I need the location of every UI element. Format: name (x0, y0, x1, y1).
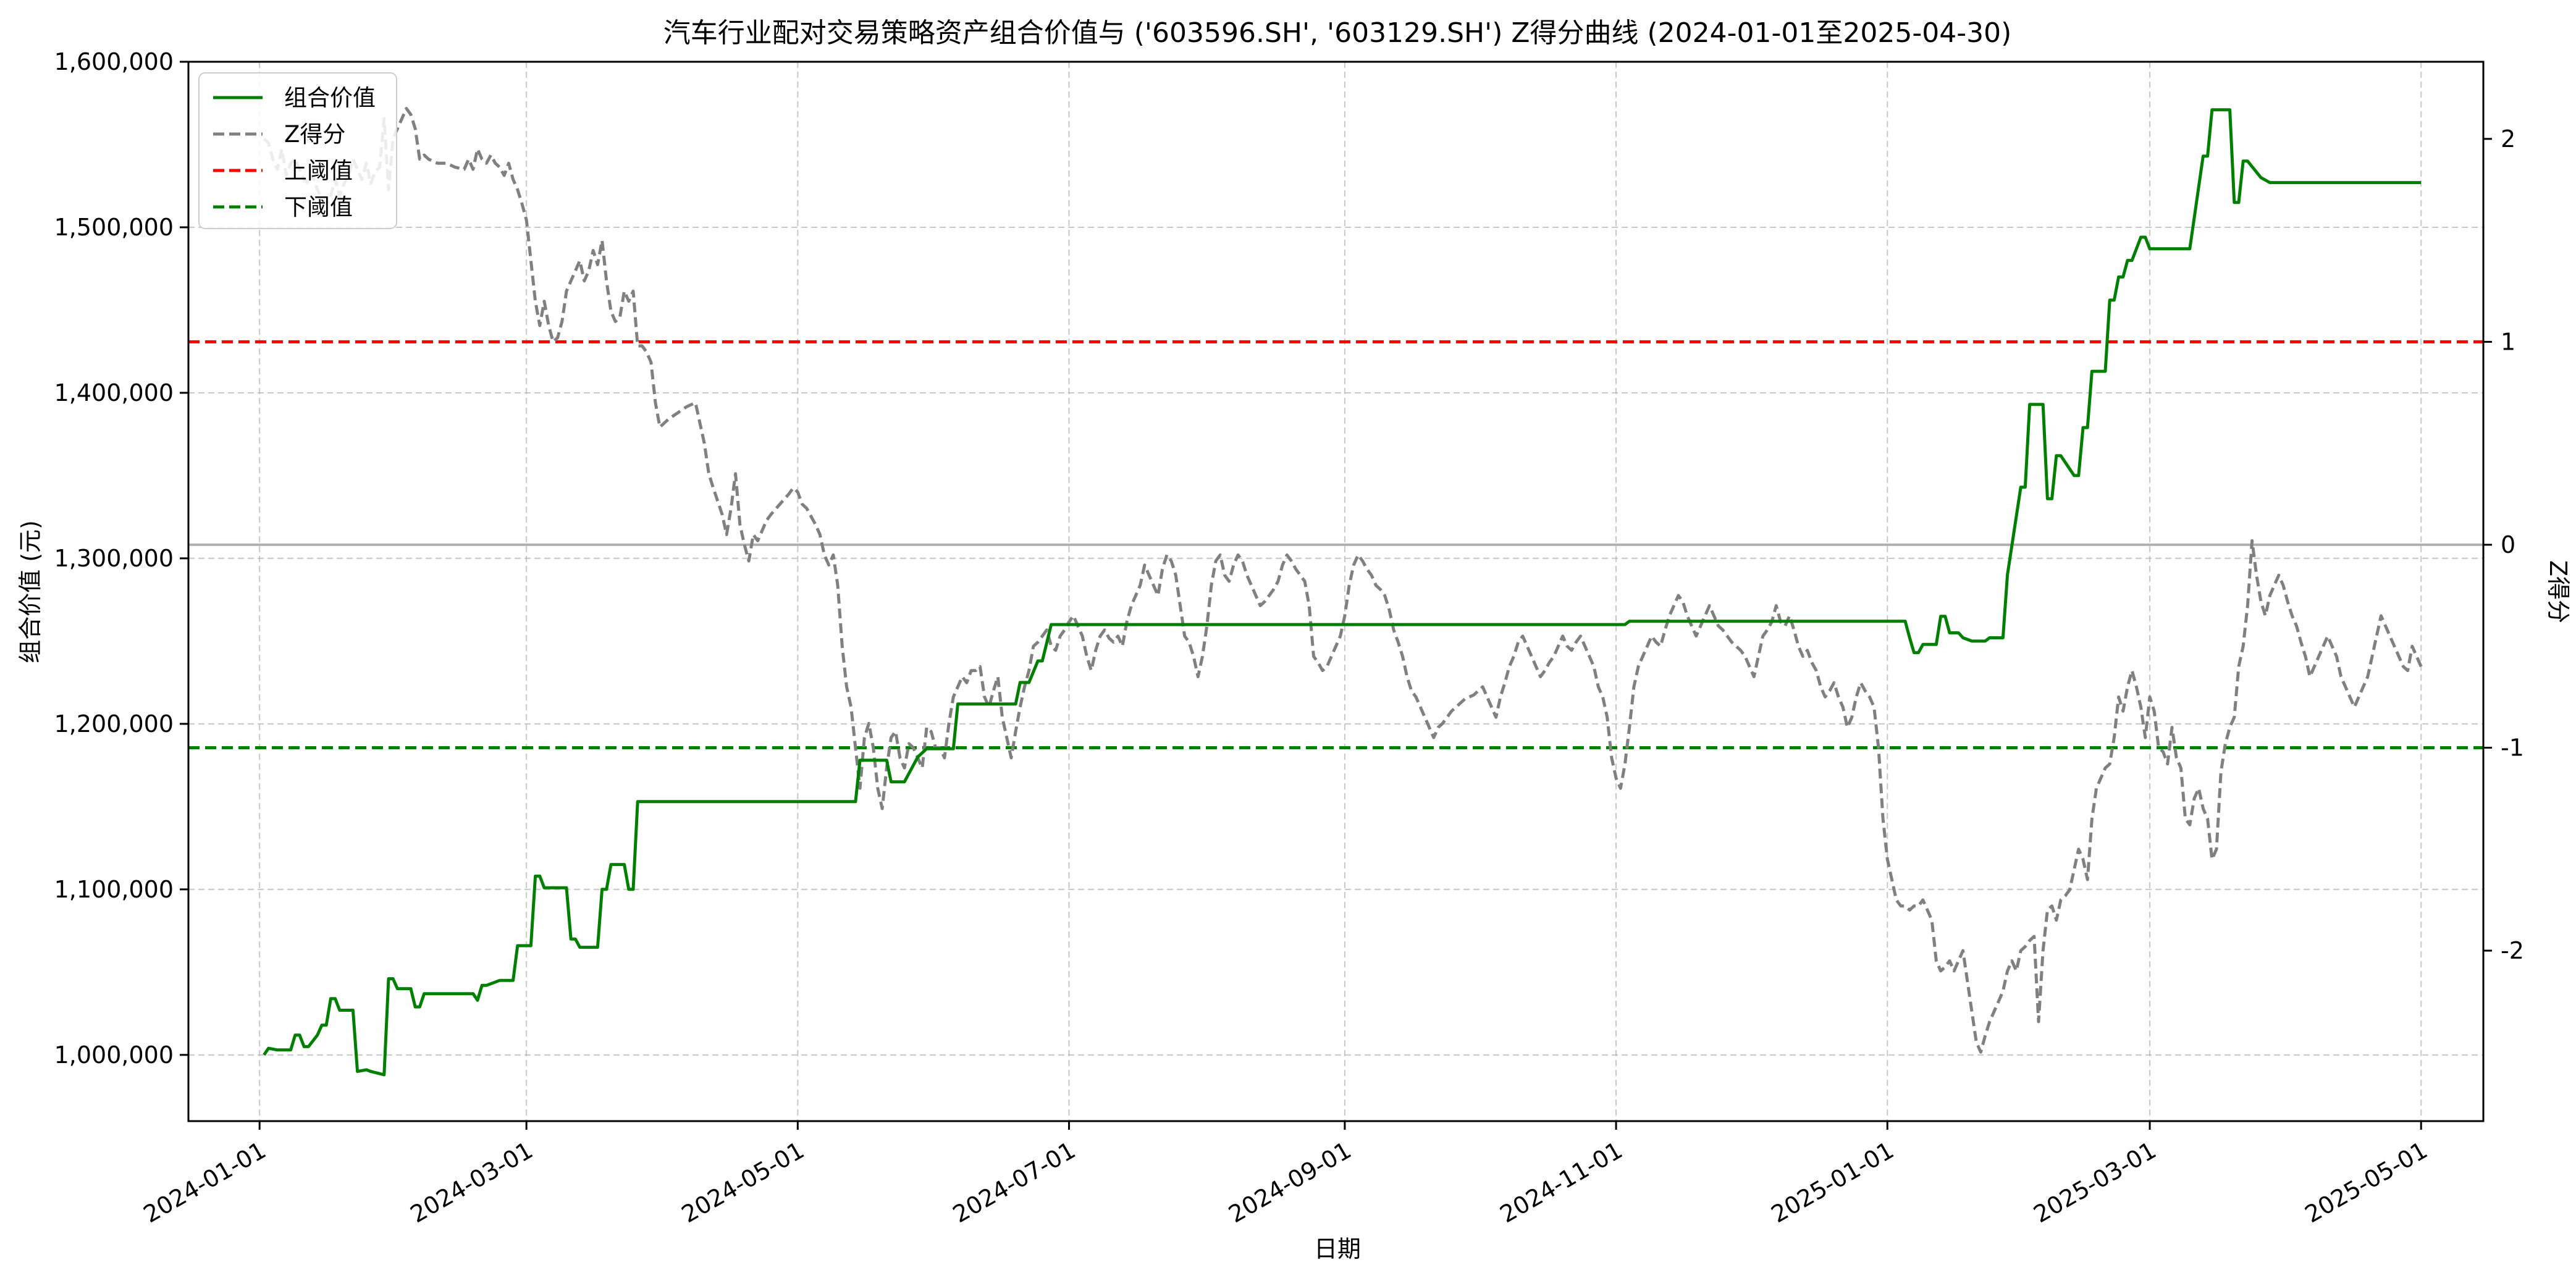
legend-label-lower-threshold: 下阈值 (284, 194, 353, 221)
x-axis-label: 日期 (1314, 1235, 1361, 1263)
left-y-axis-label: 组合价值 (元) (17, 520, 44, 663)
legend-box (198, 72, 397, 229)
chart-title: 汽车行业配对交易策略资产组合价值与 ('603596.SH', '603129.… (663, 17, 2011, 49)
legend-label-zscore: Z得分 (284, 121, 345, 148)
zscore-line (263, 107, 2423, 1054)
right-y-tick-label: -1 (2501, 734, 2524, 761)
portfolio-value-line (263, 108, 2422, 1077)
left-y-tick-label: 1,200,000 (54, 710, 174, 738)
left-y-tick-label: 1,000,000 (54, 1041, 174, 1069)
left-y-tick-label: 1,100,000 (54, 876, 174, 903)
right-y-tick-label: 1 (2501, 328, 2515, 355)
right-y-axis-label: Z得分 (2544, 560, 2572, 623)
legend-label-upper-threshold: 上阈值 (284, 158, 353, 184)
legend: 组合价值 Z得分 上阈值 下阈值 (198, 72, 397, 229)
left-y-tick-label: 1,400,000 (54, 379, 174, 406)
right-y-tick-label: 0 (2501, 531, 2515, 558)
series-lines (263, 107, 2423, 1077)
threshold-lines (188, 340, 2483, 749)
right-y-tick-label: -2 (2501, 937, 2524, 964)
right-y-axis-ticks: 2 1 0 -1 -2 (2483, 125, 2524, 964)
left-y-tick-label: 1,300,000 (54, 545, 174, 572)
left-y-axis-ticks: 1,000,000 1,100,000 1,200,000 1,300,000 1,40… (54, 48, 188, 1069)
left-y-tick-label: 1,500,000 (54, 214, 174, 241)
plot-area-frame (187, 61, 2485, 1122)
legend-label-portfolio: 组合价值 (284, 85, 376, 111)
right-y-tick-label: 2 (2501, 125, 2515, 153)
left-y-tick-label: 1,600,000 (54, 48, 174, 75)
